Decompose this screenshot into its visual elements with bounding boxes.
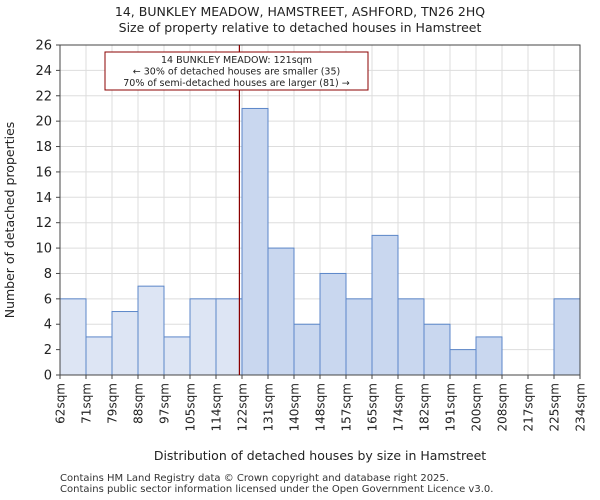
x-tick-label-131sqm: 131sqm [262,383,276,431]
x-tick-label-174sqm: 174sqm [392,383,406,431]
y-tick-label-0: 0 [44,369,52,384]
x-tick-label-217sqm: 217sqm [522,383,536,431]
y-tick-label-14: 14 [35,191,52,206]
annotation-box [104,51,369,91]
annotation-line-1: 14 BUNKLEY MEADOW: 121sqm [161,55,312,66]
y-axis-title: Number of detached properties [2,122,17,319]
x-tick-label-79sqm: 79sqm [106,383,120,424]
x-tick-label-165sqm: 165sqm [366,383,380,431]
bar-122sqm [241,107,269,376]
footer-licence: Contains public sector information licen… [60,484,494,495]
bar-71sqm [85,336,113,376]
bar-97sqm [163,336,191,376]
y-tick-label-20: 20 [35,115,52,130]
x-tick-label-225sqm: 225sqm [548,383,562,431]
x-tick-label-200sqm: 200sqm [470,383,484,431]
y-tick-label-18: 18 [35,140,52,155]
x-tick-label-182sqm: 182sqm [418,383,432,431]
x-tick-label-88sqm: 88sqm [132,383,146,424]
chart-title: 14, BUNKLEY MEADOW, HAMSTREET, ASHFORD, … [114,4,486,19]
y-tick-label-6: 6 [44,292,52,307]
x-tick-label-71sqm: 71sqm [80,383,94,424]
bar-165sqm [371,234,399,376]
x-tick-label-105sqm: 105sqm [184,383,198,431]
x-axis-title: Distribution of detached houses by size … [154,448,486,463]
bar-148sqm [319,272,347,376]
x-tick-label-191sqm: 191sqm [444,383,458,431]
bar-200sqm [475,336,503,376]
bar-62sqm [59,298,87,376]
x-tick-label-208sqm: 208sqm [496,383,510,431]
annotation-line-3: 70% of semi-detached houses are larger (… [123,78,350,89]
bar-79sqm [111,311,139,376]
y-tick-label-2: 2 [44,343,52,358]
x-tick-label-122sqm: 122sqm [236,383,250,431]
y-tick-label-16: 16 [35,165,52,180]
bar-131sqm [267,247,295,376]
y-tick-label-24: 24 [35,64,52,79]
bar-114sqm [215,298,243,376]
y-tick-label-22: 22 [35,89,52,104]
bar-191sqm [449,349,477,376]
bar-88sqm [137,285,165,376]
chart-subtitle: Size of property relative to detached ho… [118,20,482,35]
annotation-line-2: ← 30% of detached houses are smaller (35… [133,67,340,78]
x-tick-label-148sqm: 148sqm [314,383,328,431]
bar-157sqm [345,298,373,376]
y-tick-label-8: 8 [44,267,52,282]
bar-225sqm [553,298,581,376]
y-tick-label-26: 26 [35,39,52,54]
y-tick-label-12: 12 [35,216,52,231]
x-tick-label-114sqm: 114sqm [210,383,224,431]
x-tick-label-234sqm: 234sqm [574,383,588,431]
x-tick-label-140sqm: 140sqm [288,383,302,431]
bar-105sqm [189,298,217,376]
bar-182sqm [423,323,451,376]
x-tick-label-97sqm: 97sqm [158,383,172,424]
bar-140sqm [293,323,321,376]
bar-174sqm [397,298,425,376]
x-tick-label-62sqm: 62sqm [54,383,68,424]
x-tick-label-157sqm: 157sqm [340,383,354,431]
footer-copyright: Contains HM Land Registry data © Crown c… [60,473,449,484]
y-tick-label-4: 4 [44,318,52,333]
y-tick-label-10: 10 [35,242,52,257]
